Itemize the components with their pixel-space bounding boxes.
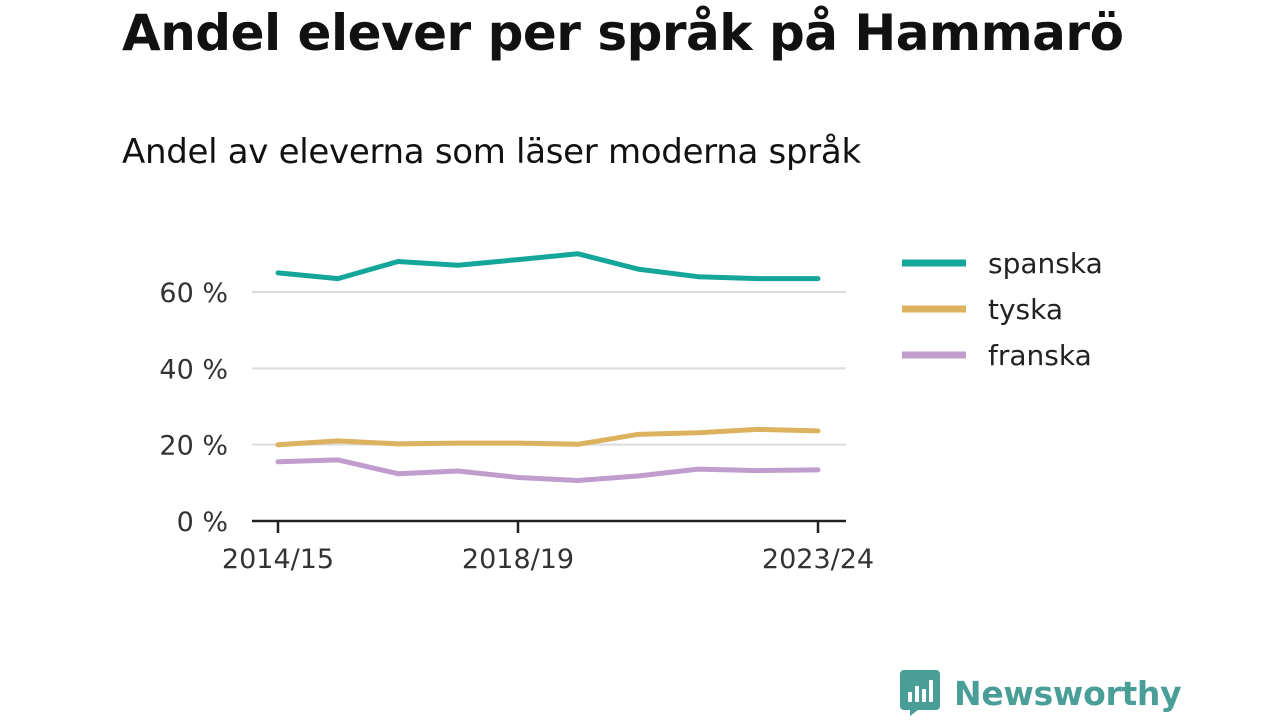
legend-label-spanska: spanska (988, 247, 1103, 280)
series-line-franska (275, 457, 821, 483)
series-line-tyska (275, 426, 821, 448)
legend-label-tyska: tyska (988, 293, 1063, 326)
x-tick-label: 2014/15 (222, 544, 334, 575)
x-tick-label: 2018/19 (462, 544, 574, 575)
series-line-spanska (275, 251, 821, 282)
y-tick-label: 40 % (159, 354, 228, 385)
y-tick-label: 60 % (159, 278, 228, 309)
newsworthy-logo-icon (900, 670, 940, 716)
x-tick-label: 2023/24 (762, 544, 874, 575)
chart-subtitle: Andel av eleverna som läser moderna språ… (122, 132, 861, 172)
legend-label-franska: franska (988, 339, 1092, 372)
y-tick-label: 20 % (159, 431, 228, 462)
brand-name: Newsworthy (954, 673, 1182, 713)
line-chart: 0 % 20 % 40 % 60 % 2014/15 2018/19 2023/24 span… (159, 247, 1103, 575)
brand-logo: Newsworthy (900, 670, 1182, 716)
chart-title: Andel elever per språk på Hammarö (122, 4, 1124, 62)
y-tick-label: 0 % (177, 507, 228, 538)
